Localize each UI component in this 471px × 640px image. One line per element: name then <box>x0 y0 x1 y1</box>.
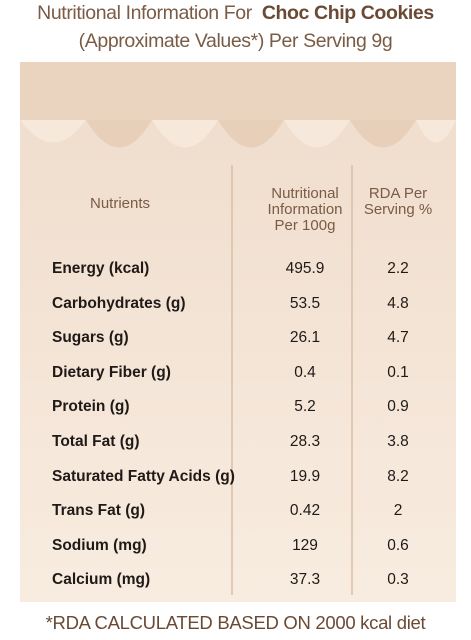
rda-value: 0.3 <box>387 571 409 589</box>
column-header: Nutritional Information Per 100g <box>245 186 365 234</box>
header-line: RDA Per <box>368 185 428 202</box>
per-100g-value: 37.3 <box>289 571 321 589</box>
per-100g-value: 26.1 <box>289 329 321 347</box>
column-header: Nutrients <box>60 196 180 212</box>
rda-value: 2 <box>393 502 403 520</box>
footnote: *RDA CALCULATED BASED ON 2000 kcal diet <box>45 612 426 633</box>
per-100g-value: 28.3 <box>289 433 321 450</box>
rda-value: 3.8 <box>387 433 409 450</box>
per-100g-value: 129 <box>292 536 318 554</box>
header-line: Serving % <box>363 201 433 218</box>
nutrient-name: Calcium (mg) <box>52 571 151 589</box>
nutrient-name: Total Fat (g) <box>52 433 140 450</box>
nutrient-name: Sugars (g) <box>52 329 129 347</box>
subtitle: (Approximate Values*) Per Serving 9g <box>78 30 393 52</box>
per-100g-value: 0.4 <box>294 363 316 381</box>
title-prefix: Nutritional Information For <box>37 2 252 24</box>
rda-value: 4.7 <box>387 329 409 347</box>
awning <box>20 62 456 120</box>
per-100g-value: 53.5 <box>289 294 321 312</box>
rda-value: 2.2 <box>387 260 409 277</box>
header-line: Information <box>267 201 343 218</box>
title: Nutritional Information For Choc Chip Co… <box>0 2 471 25</box>
nutrient-name: Carbohydrates (g) <box>52 294 186 312</box>
column-header: RDA Per Serving % <box>352 186 444 218</box>
per-100g-value: 19.9 <box>289 467 321 485</box>
nutrient-name: Energy (kcal) <box>52 260 150 277</box>
awning-scallops <box>20 120 456 148</box>
per-100g-value: 0.42 <box>289 502 321 520</box>
rda-value: 0.6 <box>387 536 409 554</box>
header-line: Nutritional <box>271 185 339 202</box>
rda-value: 0.1 <box>387 363 409 381</box>
product-name: Choc Chip Cookies <box>261 2 434 24</box>
rda-value: 8.2 <box>387 467 409 485</box>
nutrient-name: Saturated Fatty Acids (g) <box>52 467 235 485</box>
nutrient-name: Trans Fat (g) <box>52 502 146 520</box>
nutrient-name: Dietary Fiber (g) <box>52 363 171 381</box>
header-line: Nutrients <box>89 195 151 212</box>
rda-value: 4.8 <box>387 294 409 312</box>
header-line: Per 100g <box>274 217 336 234</box>
per-100g-value: 5.2 <box>294 398 316 416</box>
per-100g-value: 495.9 <box>285 260 325 277</box>
panel <box>20 62 456 602</box>
nutrient-name: Sodium (mg) <box>52 536 147 554</box>
rda-value: 0.9 <box>387 398 409 416</box>
nutrient-name: Protein (g) <box>52 398 130 416</box>
